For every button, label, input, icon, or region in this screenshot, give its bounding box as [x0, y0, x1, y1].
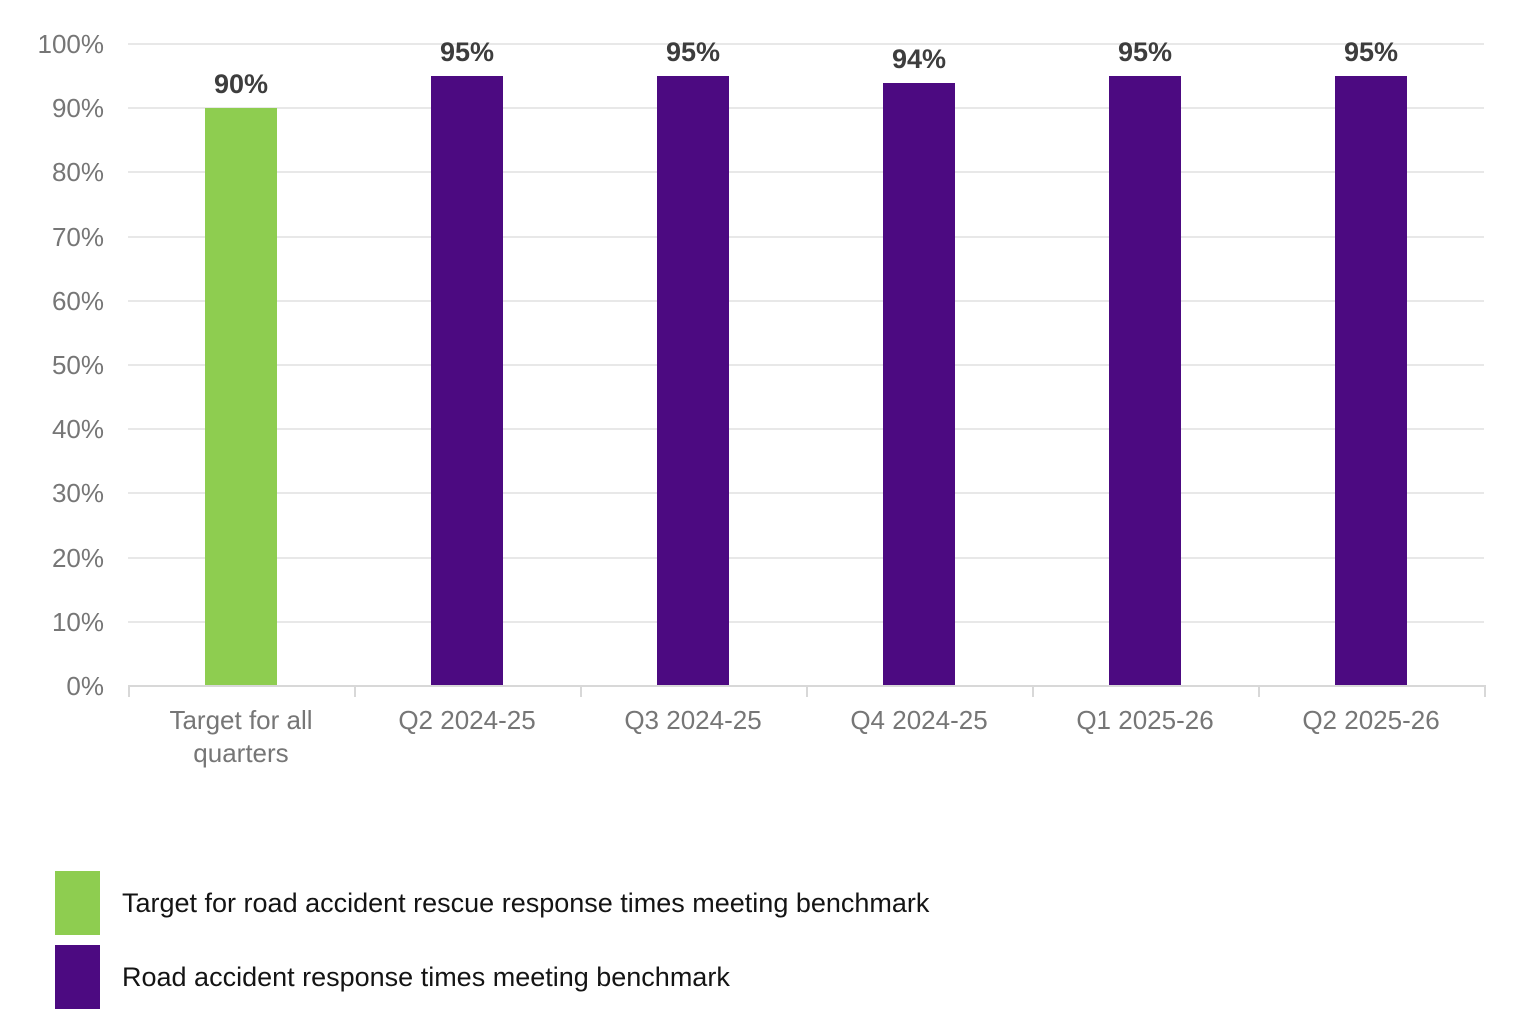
x-tick-label: Q2 2024-25 — [398, 705, 536, 735]
bar — [1335, 76, 1407, 686]
bar — [431, 76, 503, 686]
y-tick-label: 50% — [51, 350, 104, 380]
bar — [205, 108, 277, 686]
bar — [1109, 76, 1181, 686]
x-axis-tick — [128, 687, 130, 697]
legend-label: Road accident response times meeting ben… — [122, 962, 730, 992]
gridline — [128, 299, 1484, 302]
gridline — [128, 235, 1484, 238]
x-axis-tick — [1484, 687, 1486, 697]
y-tick-label: 10% — [51, 606, 104, 637]
gridline — [128, 43, 1484, 45]
x-tick-label: Q2 2025-26 — [1302, 705, 1440, 735]
gridline — [128, 620, 1484, 623]
legend-swatch — [55, 945, 100, 1009]
gridline — [128, 428, 1484, 431]
x-tick-label: Q3 2024-25 — [624, 705, 762, 735]
y-tick-label: 70% — [51, 221, 104, 252]
gridline — [128, 107, 1484, 110]
x-axis-line — [128, 685, 1486, 687]
bar-value-label: 90% — [213, 69, 269, 100]
y-tick-label: 0% — [66, 671, 104, 701]
y-tick-label: 90% — [51, 93, 104, 124]
x-axis-tick — [354, 687, 356, 697]
legend-item: Road accident response times meeting ben… — [55, 945, 929, 1009]
bar-value-label: 95% — [439, 37, 495, 68]
x-axis-tick — [1032, 687, 1034, 697]
gridline — [128, 171, 1484, 174]
x-tick-label: Target for all quarters — [169, 705, 313, 768]
bar-value-label: 95% — [665, 37, 721, 68]
x-tick-label: Q4 2024-25 — [850, 705, 988, 735]
x-axis-tick — [580, 687, 582, 697]
bar — [657, 76, 729, 686]
legend: Target for road accident rescue response… — [55, 871, 929, 1019]
bar-value-label: 95% — [1117, 37, 1173, 68]
y-tick-label: 20% — [51, 542, 104, 573]
y-tick-label: 80% — [51, 157, 104, 188]
y-tick-label: 30% — [51, 478, 104, 509]
gridline — [128, 492, 1484, 495]
bar-value-label: 95% — [1343, 37, 1399, 68]
gridline — [128, 556, 1484, 559]
bar — [883, 82, 955, 686]
bar-value-label: 94% — [891, 43, 947, 74]
x-axis-tick — [1258, 687, 1260, 697]
legend-label: Target for road accident rescue response… — [122, 888, 930, 918]
y-tick-label: 40% — [51, 414, 104, 445]
legend-item: Target for road accident rescue response… — [55, 871, 929, 935]
gridline — [128, 364, 1484, 366]
y-tick-label: 100% — [37, 29, 105, 59]
y-tick-label: 60% — [51, 285, 104, 316]
legend-swatch — [55, 871, 100, 935]
x-tick-label: Q1 2025-26 — [1076, 705, 1214, 735]
x-axis-tick — [806, 687, 808, 697]
